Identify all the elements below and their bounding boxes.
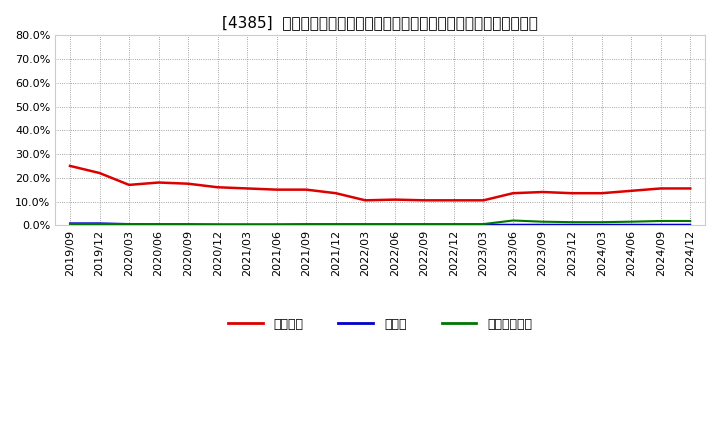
Title: [4385]  自己資本、のれん、繰延税金資産の総資産に対する比率の推移: [4385] 自己資本、のれん、繰延税金資産の総資産に対する比率の推移	[222, 15, 538, 30]
Legend: 自己資本, のれん, 繰延税金資産: 自己資本, のれん, 繰延税金資産	[222, 312, 538, 336]
